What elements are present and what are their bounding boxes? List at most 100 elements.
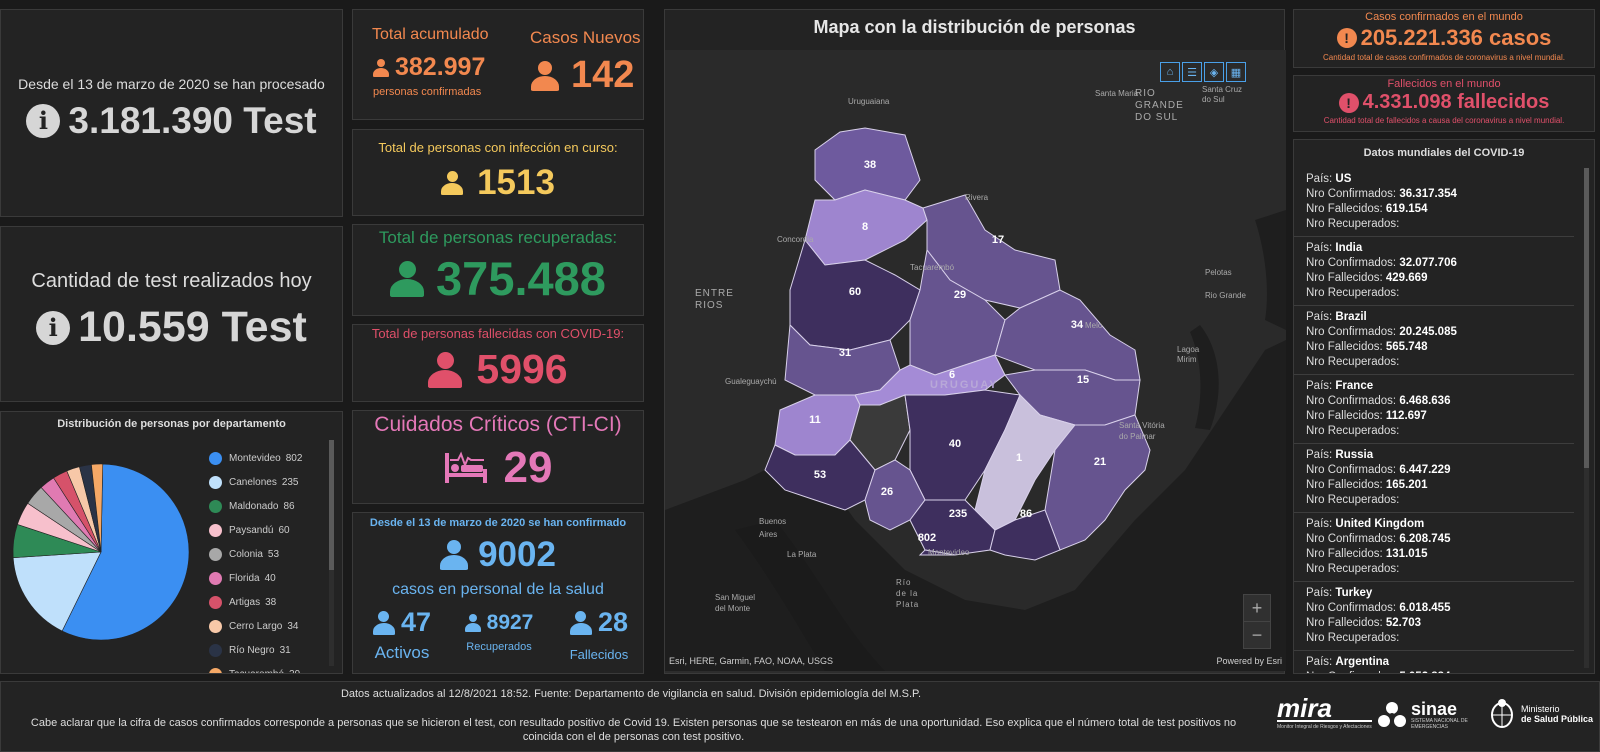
legend-name: Canelones xyxy=(229,476,277,488)
map-place-label: Gualeguaychú xyxy=(725,377,777,386)
map-place-label: San Miguel xyxy=(715,593,755,602)
region-value-label: 34 xyxy=(1071,319,1084,331)
world-list[interactable]: País: US Nro Confirmados: 36.317.354 Nro F… xyxy=(1294,168,1574,673)
critical-care-value: 29 xyxy=(503,443,553,492)
person-icon xyxy=(390,260,425,297)
map-canvas[interactable]: 38 8 17 60 29 34 31 6 15 11 40 1 21 53 26 235 86 802 Urug… xyxy=(665,50,1286,671)
info-icon: i xyxy=(26,104,61,138)
footer-note: Cabe aclarar que la cifra de casos confi… xyxy=(30,717,1237,743)
distribution-pie-chart xyxy=(12,463,190,641)
recovered-label: Total de personas recuperadas: xyxy=(378,228,618,247)
legend-item[interactable]: Cerro Largo 34 xyxy=(209,614,302,638)
tests-today-label: Cantidad de test realizados hoy xyxy=(31,270,312,292)
map-view[interactable]: 38 8 17 60 29 34 31 6 15 11 40 1 21 53 26 235 86 802 Urug… xyxy=(665,50,1286,671)
recovered-card: Total de personas recuperadas: 375.488 xyxy=(352,224,644,316)
zoom-in-button[interactable]: + xyxy=(1243,594,1271,622)
legend-name: Tacuarembó xyxy=(229,668,285,674)
person-icon xyxy=(440,540,469,570)
legend-item[interactable]: Maldonado 86 xyxy=(209,494,302,518)
department-region[interactable] xyxy=(989,509,1061,561)
tests-today-value: 10.559 Test xyxy=(78,303,307,351)
region-value-label: 8 xyxy=(862,221,868,233)
map-place-label: de la xyxy=(896,589,918,598)
region-value-label: 40 xyxy=(949,438,961,450)
map-place-label: Aires xyxy=(759,530,777,539)
accumulated-value: 382.997 xyxy=(395,53,486,81)
region-value-label: 60 xyxy=(849,286,861,298)
department-regions xyxy=(764,127,1151,561)
country-list-item[interactable]: País: ArgentinaNro Confirmados: 5.052.88… xyxy=(1294,651,1574,673)
world-list-scrollbar[interactable] xyxy=(1584,168,1589,668)
country-list-item[interactable]: País: US Nro Confirmados: 36.317.354 Nro F… xyxy=(1294,168,1574,237)
country-list-item[interactable]: País: India Nro Confirmados: 32.077.706 Nr… xyxy=(1294,237,1574,306)
region-value-label: 6 xyxy=(949,369,955,381)
region-value-label: 86 xyxy=(1020,508,1032,520)
map-place-label: Concordia xyxy=(777,235,814,244)
region-value-label: 15 xyxy=(1077,374,1089,386)
region-value-label: 17 xyxy=(992,234,1004,246)
active-infections-card: Total de personas con infección en curso… xyxy=(352,129,644,216)
layers-icon[interactable]: ◈ xyxy=(1204,62,1224,82)
country-list-item[interactable]: País: Turkey Nro Confirmados: 6.018.455 Nr… xyxy=(1294,582,1574,651)
map-place-label: Mirim xyxy=(1177,355,1197,364)
zoom-out-button[interactable]: − xyxy=(1243,621,1271,649)
legend-swatch xyxy=(209,451,222,465)
legend-swatch xyxy=(209,547,222,561)
legend-name: Artigas xyxy=(229,596,261,608)
world-cases-value: 205.221.336 casos xyxy=(1360,25,1552,50)
qr-icon[interactable]: ▦ xyxy=(1226,62,1246,82)
distribution-title: Distribución de personas por departament… xyxy=(57,418,286,430)
map-attribution: Esri, HERE, Garmin, FAO, NOAA, USGS xyxy=(669,656,834,666)
legend-name: Montevideo xyxy=(229,452,281,464)
legend-swatch xyxy=(209,475,222,489)
map-powered-by: Powered by Esri xyxy=(1216,656,1282,666)
country-list-item[interactable]: País: Brazil Nro Confirmados: 20.245.085 N… xyxy=(1294,306,1574,375)
department-region[interactable] xyxy=(1044,414,1151,551)
mira-logo: mira Monitor Integral de Riesgos y Afect… xyxy=(1277,693,1372,730)
department-region[interactable] xyxy=(994,289,1141,381)
country-list-item[interactable]: País: United Kingdom Nro Confirmados: 6.2… xyxy=(1294,513,1574,582)
map-place-label: Melo xyxy=(1085,321,1103,330)
legend-value: 86 xyxy=(283,500,295,512)
msp-logo: Ministerio de Salud Pública xyxy=(1489,698,1593,730)
legend-item[interactable]: Paysandú 60 xyxy=(209,518,302,542)
world-cases-sub: Cantidad total de casos confirmados de c… xyxy=(1323,53,1565,62)
legend-item[interactable]: Tacuarembó 29 xyxy=(209,662,302,674)
critical-care-card: Cuidados Críticos (CTI-CI) 29 xyxy=(352,410,644,504)
map-place-label: do Sul xyxy=(1202,95,1225,104)
legend-item[interactable]: Río Negro 31 xyxy=(209,638,302,662)
department-region[interactable] xyxy=(918,549,956,556)
legend-value: 34 xyxy=(287,620,299,632)
map-place-label: Buenos xyxy=(759,517,786,526)
map-place-label: ENTRE xyxy=(695,288,734,299)
person-icon xyxy=(441,171,464,195)
country-list-item[interactable]: País: France Nro Confirmados: 6.468.636 Nr… xyxy=(1294,375,1574,444)
legend-value: 53 xyxy=(267,548,280,560)
pie-slice-montevideo[interactable] xyxy=(61,463,190,641)
pie-slice-tacuaremb-[interactable] xyxy=(91,463,104,553)
home-icon[interactable]: ⌂ xyxy=(1160,62,1180,82)
country-list-item[interactable]: País: Russia Nro Confirmados: 6.447.229 Nr… xyxy=(1294,444,1574,513)
sinae-icon xyxy=(1378,702,1406,727)
legend-name: Río Negro xyxy=(229,644,275,656)
map-place-label: Río xyxy=(896,578,911,587)
map-place-label: Rivera xyxy=(965,193,989,202)
department-region[interactable] xyxy=(789,238,921,351)
legend-item[interactable]: Artigas 38 xyxy=(209,590,302,614)
legend-item[interactable]: Florida 40 xyxy=(209,566,302,590)
region-value-label: 21 xyxy=(1094,456,1106,468)
region-value-label: 53 xyxy=(814,469,826,481)
legend-swatch xyxy=(209,643,222,657)
legend-item[interactable]: Colonia 53 xyxy=(209,542,302,566)
health-recovered-value: 8927 xyxy=(486,611,534,634)
lagoon xyxy=(1190,325,1219,430)
legend-item[interactable]: Canelones 235 xyxy=(209,470,302,494)
legend-item[interactable]: Montevideo 802 xyxy=(209,446,302,470)
legend-value: 38 xyxy=(265,596,277,608)
list-icon[interactable]: ☰ xyxy=(1182,62,1202,82)
tests-processed-value: 3.181.390 Test xyxy=(68,100,317,141)
map-place-label: La Plata xyxy=(787,550,817,559)
pie-slice-canelones[interactable] xyxy=(12,551,102,632)
map-place-label: del Monte xyxy=(715,604,751,613)
legend-scrollbar[interactable] xyxy=(329,440,334,666)
